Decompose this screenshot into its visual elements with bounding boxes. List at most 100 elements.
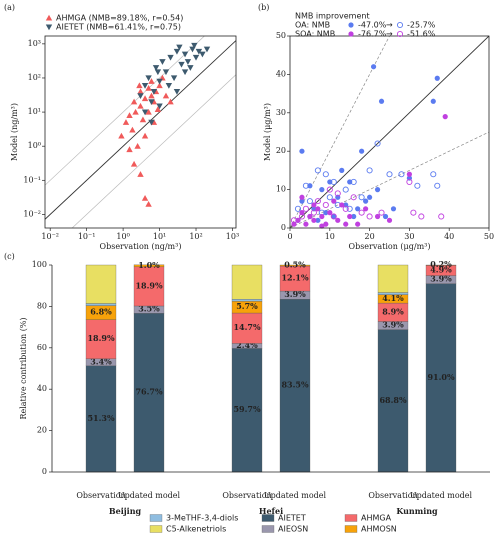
point <box>378 209 385 216</box>
legend-label: AIETET (NMB=61.41%, r=0.75) <box>56 23 181 32</box>
point <box>396 30 404 38</box>
legend-from: -47.0% <box>358 21 387 30</box>
point <box>134 142 141 149</box>
point <box>430 171 437 178</box>
y-tick-label: 10³ <box>28 39 41 48</box>
plot-frame <box>289 35 490 229</box>
bar-segment <box>279 264 311 267</box>
point <box>141 109 149 116</box>
bar-segment <box>231 264 263 300</box>
point <box>122 119 130 125</box>
point <box>378 98 385 104</box>
point <box>141 95 149 102</box>
point <box>306 198 313 205</box>
legend-from: -76.7% <box>358 30 387 39</box>
value-label: 3.4% <box>90 356 112 366</box>
y-tick-label: 40 <box>276 69 286 78</box>
legend-swatch <box>149 525 163 533</box>
point <box>347 213 353 220</box>
point <box>322 171 329 178</box>
point <box>314 198 321 205</box>
point <box>137 88 144 95</box>
point <box>319 223 325 229</box>
point <box>430 98 436 104</box>
x-tick-label: Observation <box>368 491 417 500</box>
panel-label: (b) <box>258 3 269 12</box>
point <box>173 48 181 55</box>
y-axis-label: Model (μg/m³) <box>263 103 272 161</box>
x-axis-label: Observation (μg/m³) <box>349 242 431 251</box>
reference-line <box>290 131 489 228</box>
point <box>303 221 309 227</box>
point <box>191 42 198 49</box>
point <box>311 217 317 223</box>
x-tick-label: Observation <box>76 491 125 500</box>
point <box>366 167 373 174</box>
bar-segment <box>231 299 263 302</box>
point <box>319 187 325 193</box>
bar-segment <box>279 299 311 473</box>
value-label: 18.9% <box>135 280 162 290</box>
legend-swatch <box>149 514 163 522</box>
y-axis-label: Relative contribution (%) <box>19 317 28 419</box>
value-label: 3.9% <box>382 320 404 330</box>
point <box>339 167 345 173</box>
value-label: 68.8% <box>379 395 406 405</box>
bar-segment <box>133 266 165 307</box>
y-tick-label: 0 <box>281 223 286 232</box>
point <box>315 206 321 212</box>
point <box>355 206 361 212</box>
point <box>145 108 152 115</box>
value-label: 0.2% <box>430 259 452 269</box>
point <box>165 82 173 89</box>
x-tick-label: 10¹ <box>153 232 166 241</box>
point <box>167 98 174 105</box>
point <box>299 198 305 204</box>
point <box>374 140 381 147</box>
point <box>148 78 155 84</box>
point <box>126 112 133 118</box>
x-tick-label: 10⁻² <box>41 232 59 241</box>
point <box>339 202 345 208</box>
point <box>203 46 211 53</box>
point <box>363 206 369 212</box>
bar-segment <box>377 264 409 293</box>
reference-line <box>290 36 390 228</box>
point <box>178 61 185 68</box>
point <box>156 82 163 89</box>
point <box>187 65 194 71</box>
legend-label: SOA: NMB <box>295 30 335 39</box>
point <box>302 205 309 212</box>
point <box>139 116 147 123</box>
point <box>367 194 373 200</box>
value-label: 4.1% <box>382 293 404 303</box>
value-label: 83.5% <box>281 380 308 390</box>
x-tick-label: 10³ <box>226 232 239 241</box>
legend-label: AHMGA (NMB=89.18%, r=0.54) <box>56 14 183 23</box>
value-label: 91.0% <box>427 372 454 382</box>
reference-line <box>45 40 236 220</box>
point <box>130 98 138 105</box>
point <box>181 69 189 76</box>
point <box>363 198 369 204</box>
y-tick-label: 30 <box>276 108 286 117</box>
y-tick-label: 10⁰ <box>28 141 41 150</box>
y-tick-label: 10¹ <box>28 107 41 116</box>
value-label: 18.9% <box>87 333 114 343</box>
y-tick-label: 60 <box>37 343 47 352</box>
group-label: Beijing <box>109 506 142 516</box>
value-label: 0.5% <box>284 260 306 270</box>
point <box>331 213 337 220</box>
legend-label: AHMOSN <box>361 525 397 534</box>
point <box>176 44 183 51</box>
value-label: 1.0% <box>138 260 160 270</box>
x-tick-label: Updated model <box>410 491 473 500</box>
point <box>342 205 349 212</box>
point <box>192 54 200 61</box>
value-label: 3.5% <box>138 304 160 314</box>
value-label: 12.1% <box>281 273 308 283</box>
y-tick-label: 10 <box>276 185 286 194</box>
value-label: 8.9% <box>382 306 404 316</box>
value-label: 3.9% <box>284 289 306 299</box>
point <box>136 82 143 89</box>
